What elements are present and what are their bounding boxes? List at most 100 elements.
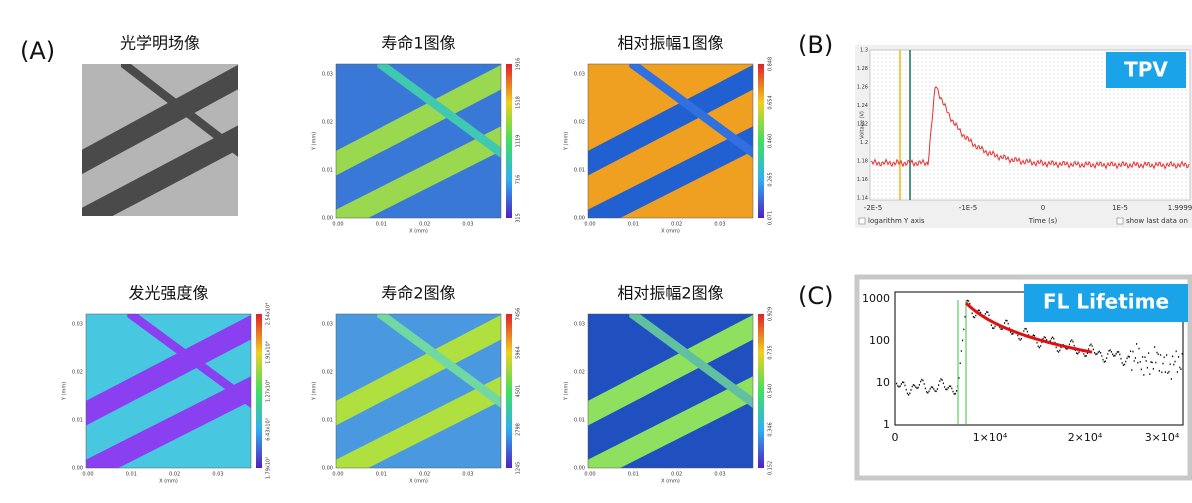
x-tick-label: 0.03 xyxy=(714,222,725,228)
map-band xyxy=(629,314,753,409)
colorbar-label: 1518 xyxy=(516,96,522,109)
x-tick-label: 0 xyxy=(1041,204,1045,212)
badge xyxy=(1024,284,1188,322)
x-tick-label: 1×10⁴ xyxy=(973,431,1008,444)
map-title: 寿命1图像 xyxy=(381,34,455,53)
y-tick-label: 0.00 xyxy=(322,466,333,472)
map-border xyxy=(85,313,252,469)
colorbar-label: 1.79x10² xyxy=(266,457,272,479)
x-tick-label: 3×10⁴ xyxy=(1145,431,1180,444)
y-tick-label: 1 xyxy=(883,418,890,431)
x-tick-label: 0.01 xyxy=(126,472,137,478)
x-axis-label: X (mm) xyxy=(159,479,178,485)
badge-text: TPV xyxy=(1124,58,1168,82)
tpv-trace xyxy=(870,86,1190,170)
heatmap xyxy=(336,314,501,468)
y-tick-label: 1000 xyxy=(862,292,890,305)
y-axis-label: Y (mm) xyxy=(564,132,570,151)
x-tick-label: 1.9999 xyxy=(1168,204,1192,212)
map-band xyxy=(336,314,501,426)
y-tick-label: 0.01 xyxy=(574,418,585,424)
y-tick-label: 0.01 xyxy=(72,418,83,424)
heatmap xyxy=(588,314,753,468)
y-tick-label: 1.22 xyxy=(857,122,868,128)
colorbar-label: 1.27x10⁴ xyxy=(266,380,272,402)
y-tick-label: 0.00 xyxy=(322,216,333,222)
y-axis-label: Y (mm) xyxy=(564,382,570,401)
y-tick-label: 1.28 xyxy=(857,66,868,72)
colorbar-label: 716 xyxy=(516,175,522,185)
y-tick-label: 1.24 xyxy=(857,103,868,109)
colorbar xyxy=(506,64,512,218)
map-border xyxy=(335,313,502,469)
map-border xyxy=(587,63,754,219)
y-tick-label: 0.03 xyxy=(72,322,83,328)
map-title: 相对振幅1图像 xyxy=(617,34,723,53)
colorbar-label: 0.346 xyxy=(768,422,774,436)
colorbar-label: 4501 xyxy=(516,385,522,398)
x-tick-label: 0.02 xyxy=(671,472,682,478)
heatmap xyxy=(82,64,238,216)
colorbar-label: 1.91x10⁴ xyxy=(266,341,272,363)
y-tick-label: 0.01 xyxy=(322,418,333,424)
badge-text: FL Lifetime xyxy=(1043,290,1169,314)
fl-data xyxy=(896,299,1183,396)
x-tick-label: 0.00 xyxy=(584,472,595,478)
y-axis-label: Y (mm) xyxy=(62,382,68,401)
x-tick-label: 0 xyxy=(892,431,899,444)
heatmap xyxy=(336,64,501,218)
colorbar-label: 0.735 xyxy=(768,345,774,359)
x-tick-label: -2E-5 xyxy=(864,204,882,212)
x-tick-label: 0.03 xyxy=(462,222,473,228)
x-axis-label: X (mm) xyxy=(409,229,428,235)
colorbar-label: 6.43x10³ xyxy=(266,418,272,440)
map-band xyxy=(377,64,501,159)
map-band xyxy=(86,376,251,468)
y-tick-label: 0.00 xyxy=(72,466,83,472)
map-title: 光学明场像 xyxy=(120,34,200,53)
y-axis-label: Y (mm) xyxy=(312,132,318,151)
badge xyxy=(1106,52,1186,88)
map-band xyxy=(82,64,238,175)
x-tick-label: 0.02 xyxy=(419,222,430,228)
x-tick-label: -1E-5 xyxy=(959,204,977,212)
x-axis-label: X (mm) xyxy=(661,229,680,235)
y-tick-label: 0.00 xyxy=(574,216,585,222)
colorbar-label: 2798 xyxy=(516,423,522,436)
checkbox-label[interactable]: logarithm Y axis xyxy=(868,217,925,225)
map-band xyxy=(588,314,753,426)
panel-label: (C) xyxy=(798,282,833,310)
checkbox-label[interactable]: show last data on xyxy=(1126,217,1188,225)
checkbox[interactable] xyxy=(1116,217,1124,225)
checkbox[interactable] xyxy=(858,217,866,225)
colorbar-label: 1245 xyxy=(516,462,522,475)
y-tick-label: 1.18 xyxy=(857,159,868,165)
colorbar-label: 7456 xyxy=(516,308,522,321)
y-tick-label: 0.02 xyxy=(574,370,585,376)
fl-fit xyxy=(964,301,1093,354)
y-tick-label: 0.00 xyxy=(574,466,585,472)
x-axis-label: X (mm) xyxy=(661,479,680,485)
x-tick-label: 0.00 xyxy=(82,472,93,478)
colorbar-label: 0.654 xyxy=(768,95,774,109)
y-tick-label: 1.2 xyxy=(860,140,868,146)
x-tick-label: 0.00 xyxy=(332,472,343,478)
map-band xyxy=(336,376,501,468)
x-tick-label: 0.02 xyxy=(419,472,430,478)
x-tick-label: 0.02 xyxy=(671,222,682,228)
x-tick-label: 0.01 xyxy=(376,222,387,228)
colorbar xyxy=(256,314,262,468)
y-tick-label: 100 xyxy=(869,334,890,347)
x-tick-label: 1E-5 xyxy=(1112,204,1128,212)
heatmap xyxy=(86,314,251,468)
map-band xyxy=(82,125,238,216)
y-tick-label: 1.16 xyxy=(857,177,868,183)
y-tick-label: 0.01 xyxy=(574,168,585,174)
colorbar-label: 0.152 xyxy=(768,461,774,475)
x-axis-label: Time (s) xyxy=(1028,217,1058,225)
colorbar-label: 0.540 xyxy=(768,384,774,398)
y-tick-label: 1.3 xyxy=(860,48,868,54)
y-axis-label: Voltage (V) xyxy=(860,111,866,139)
map-border xyxy=(335,63,502,219)
